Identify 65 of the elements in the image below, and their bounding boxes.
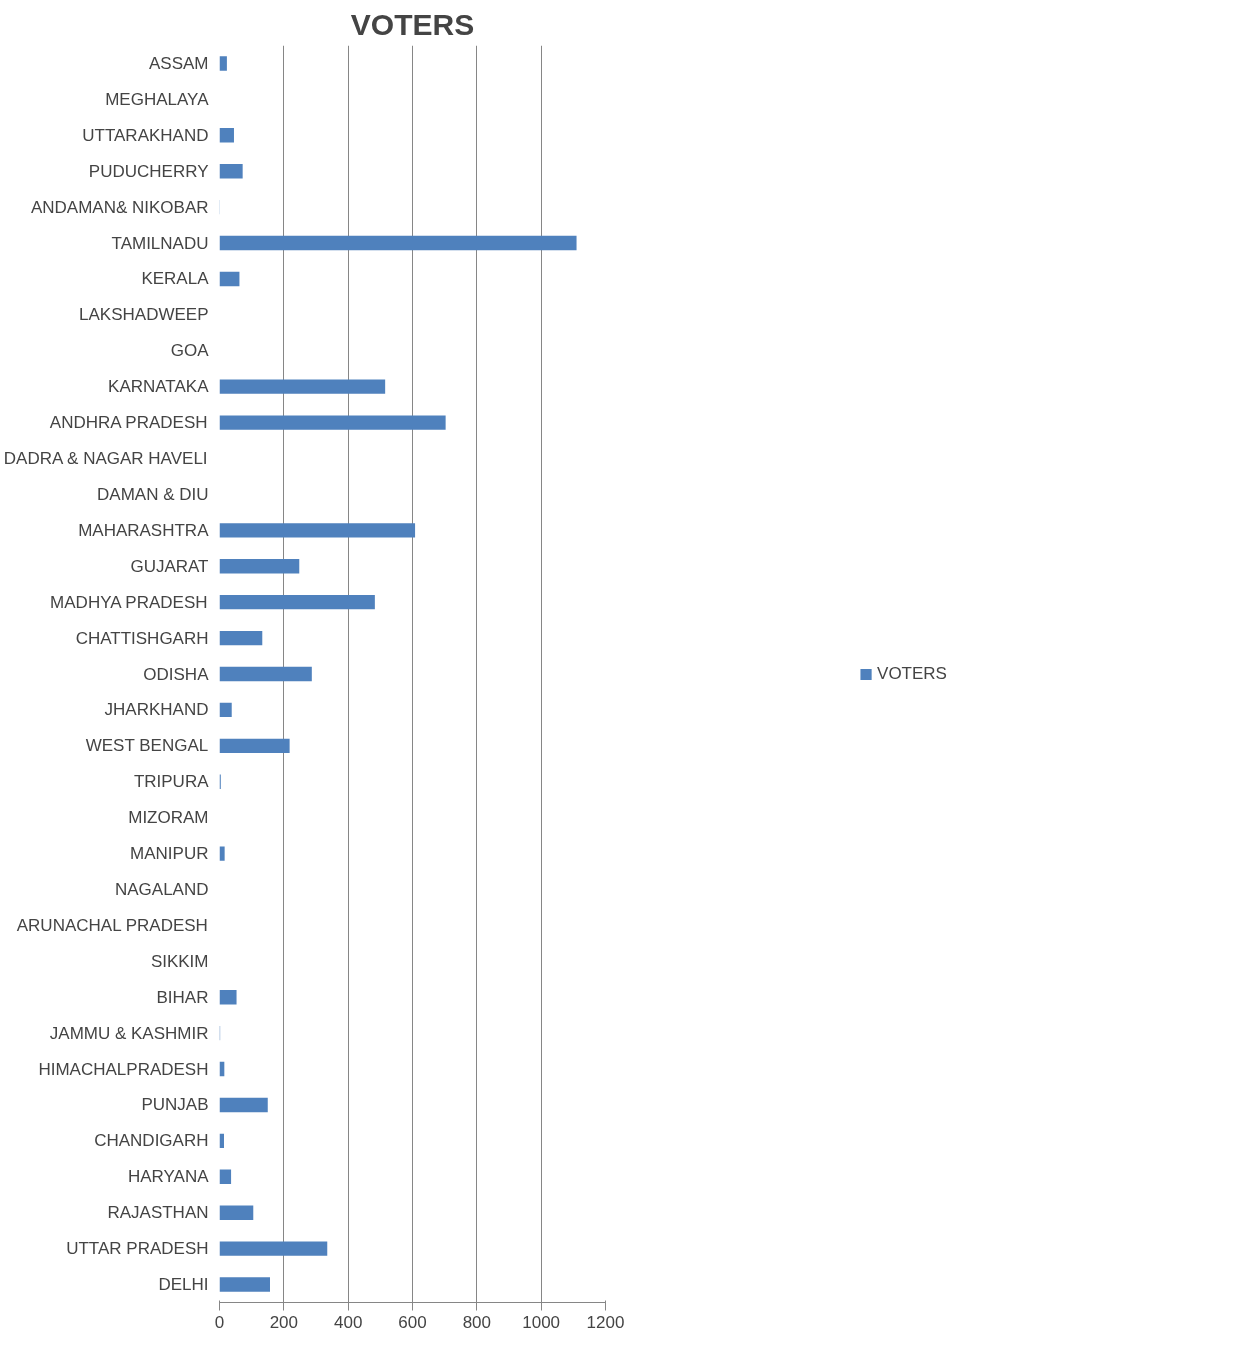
y-tick-label: CHATTISHGARH bbox=[75, 628, 209, 648]
bar bbox=[219, 1097, 268, 1113]
bar bbox=[219, 415, 446, 430]
y-tick-label: KERALA bbox=[141, 269, 210, 289]
bar bbox=[219, 379, 386, 394]
y-tick-label: CHANDIGARH bbox=[94, 1131, 209, 1151]
y-tick-label: MADHYA PRADESH bbox=[50, 592, 208, 612]
y-tick-label: JHARKHAND bbox=[104, 700, 209, 720]
y-tick-label: HARYANA bbox=[127, 1167, 210, 1187]
y-tick-label: PUNJAB bbox=[141, 1095, 209, 1115]
x-tick-label: 600 bbox=[398, 1312, 427, 1332]
y-tick-label: KARNATAKA bbox=[108, 377, 210, 397]
bar bbox=[219, 523, 416, 538]
y-tick-label: MAHARASHTRA bbox=[78, 520, 210, 540]
bar bbox=[219, 1205, 254, 1220]
x-tick-label: 1200 bbox=[586, 1312, 625, 1332]
bar bbox=[219, 235, 577, 251]
y-tick-label: DADRA & NAGAR HAVELI bbox=[3, 449, 208, 469]
y-tick-label: BIHAR bbox=[156, 987, 209, 1007]
bar bbox=[219, 702, 232, 718]
y-tick-label: RAJASTHAN bbox=[107, 1203, 209, 1223]
y-tick-label: DELHI bbox=[158, 1275, 209, 1295]
bar bbox=[219, 738, 290, 754]
bar bbox=[219, 56, 227, 71]
legend-label: VOTERS bbox=[877, 663, 947, 684]
bar bbox=[219, 990, 237, 1005]
y-tick-label: GOA bbox=[170, 341, 210, 361]
bar bbox=[219, 630, 263, 646]
y-tick-label: UTTAR PRADESH bbox=[66, 1239, 209, 1259]
x-tick-label: 800 bbox=[462, 1312, 492, 1332]
y-tick-label: ANDHRA PRADESH bbox=[49, 413, 208, 433]
x-tick-label: 0 bbox=[214, 1312, 225, 1332]
x-tick-label: 1000 bbox=[522, 1312, 561, 1332]
y-tick-label: ASSAM bbox=[148, 53, 209, 73]
y-tick-label: ODISHA bbox=[143, 664, 210, 684]
y-tick-label: GUJARAT bbox=[130, 556, 209, 576]
x-tick-label: 200 bbox=[269, 1312, 299, 1332]
x-tick-label: 400 bbox=[333, 1312, 363, 1332]
y-tick-label: DAMAN & DIU bbox=[97, 484, 209, 504]
y-tick-label: WEST BENGAL bbox=[85, 736, 209, 756]
bar bbox=[219, 1241, 328, 1256]
y-tick-label: PUDUCHERRY bbox=[88, 161, 209, 181]
bar bbox=[219, 846, 225, 861]
y-tick-label: JAMMU & KASHMIR bbox=[49, 1023, 209, 1043]
bar bbox=[219, 594, 375, 610]
y-tick-label: ANDAMAN& NIKOBAR bbox=[30, 197, 209, 217]
y-tick-label: NAGALAND bbox=[114, 879, 209, 899]
bar bbox=[219, 271, 240, 287]
bar bbox=[219, 1277, 270, 1292]
bar bbox=[219, 128, 234, 143]
chart-title: VOTERS bbox=[350, 7, 475, 41]
y-tick-label: LAKSHADWEEP bbox=[79, 305, 209, 325]
y-tick-label: MIZORAM bbox=[128, 808, 209, 828]
bar bbox=[219, 164, 243, 179]
y-tick-label: ARUNACHAL PRADESH bbox=[16, 915, 208, 935]
y-tick-label: HIMACHALPRADESH bbox=[38, 1059, 209, 1079]
y-tick-label: MEGHALAYA bbox=[105, 89, 210, 109]
bar bbox=[219, 559, 300, 574]
bar bbox=[219, 1169, 232, 1184]
y-tick-label: SIKKIM bbox=[150, 951, 209, 971]
y-tick-label: UTTARAKHAND bbox=[82, 125, 209, 145]
y-tick-label: TAMILNADU bbox=[111, 233, 209, 253]
y-tick-label: TRIPURA bbox=[133, 772, 210, 792]
y-tick-label: MANIPUR bbox=[130, 844, 209, 864]
bar bbox=[219, 666, 312, 682]
